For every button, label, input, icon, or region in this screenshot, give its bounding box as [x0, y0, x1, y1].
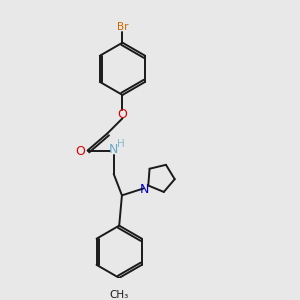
Text: N: N	[109, 142, 118, 156]
Text: N: N	[139, 183, 148, 196]
Text: CH₃: CH₃	[110, 290, 129, 300]
Text: H: H	[117, 140, 124, 149]
Text: O: O	[118, 108, 128, 121]
Text: Br: Br	[117, 22, 128, 32]
Text: O: O	[75, 146, 85, 158]
